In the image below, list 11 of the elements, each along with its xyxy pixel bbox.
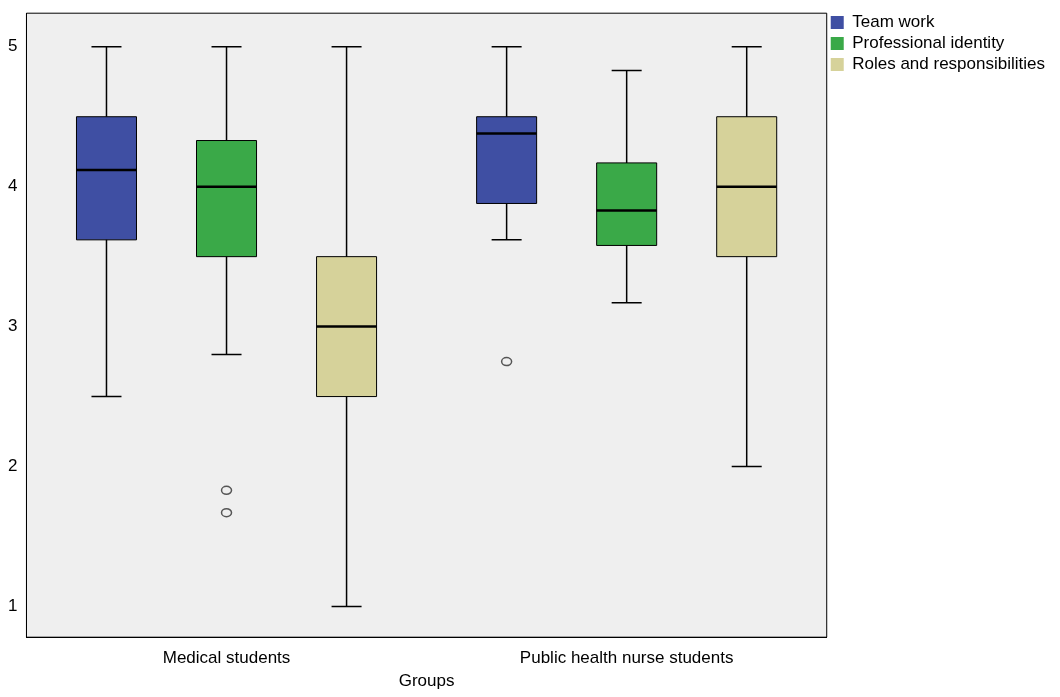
y-tick-label: 4 (7, 176, 18, 196)
x-axis-title: Groups (398, 671, 455, 691)
y-tick-label: 1 (7, 596, 18, 616)
legend-label: Roles and responsibilities (852, 54, 1046, 74)
y-tick-label: 3 (7, 316, 18, 336)
legend-label: Professional identity (852, 33, 1005, 53)
x-tick-label: Public health nurse students (519, 648, 734, 668)
x-tick-label: Medical students (162, 648, 291, 668)
y-tick-label: 5 (7, 36, 18, 56)
y-tick-label: 2 (7, 456, 18, 476)
legend-label: Team work (852, 12, 935, 32)
